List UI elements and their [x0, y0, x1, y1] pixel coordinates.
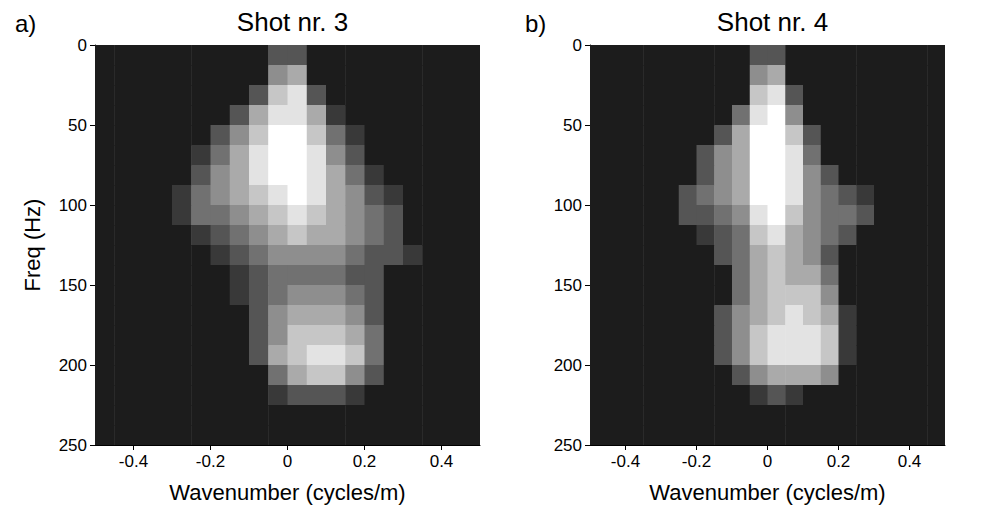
svg-text:150: 150 [554, 276, 582, 295]
svg-text:0: 0 [763, 452, 772, 471]
svg-text:0.2: 0.2 [827, 452, 851, 471]
svg-text:150: 150 [59, 276, 87, 295]
svg-text:100: 100 [59, 196, 87, 215]
svg-text:-0.2: -0.2 [196, 452, 225, 471]
svg-text:200: 200 [59, 356, 87, 375]
svg-text:Shot nr. 4: Shot nr. 4 [717, 7, 828, 37]
svg-text:Wavenumber (cycles/m): Wavenumber (cycles/m) [169, 480, 405, 505]
svg-text:50: 50 [68, 116, 87, 135]
svg-text:Wavenumber (cycles/m): Wavenumber (cycles/m) [649, 480, 885, 505]
svg-text:-0.2: -0.2 [682, 452, 711, 471]
svg-text:250: 250 [554, 436, 582, 455]
svg-text:0.4: 0.4 [430, 452, 454, 471]
svg-text:50: 50 [563, 116, 582, 135]
svg-text:0.4: 0.4 [898, 452, 922, 471]
svg-text:100: 100 [554, 196, 582, 215]
svg-text:0: 0 [78, 36, 87, 55]
svg-text:200: 200 [554, 356, 582, 375]
svg-text:0: 0 [283, 452, 292, 471]
svg-text:-0.4: -0.4 [611, 452, 640, 471]
svg-text:a): a) [15, 10, 36, 37]
svg-text:Shot nr. 3: Shot nr. 3 [237, 7, 348, 37]
svg-text:0: 0 [573, 36, 582, 55]
svg-text:-0.4: -0.4 [119, 452, 148, 471]
svg-text:250: 250 [59, 436, 87, 455]
svg-text:0.2: 0.2 [353, 452, 377, 471]
svg-text:Freq (Hz): Freq (Hz) [20, 199, 45, 292]
svg-text:b): b) [525, 10, 546, 37]
